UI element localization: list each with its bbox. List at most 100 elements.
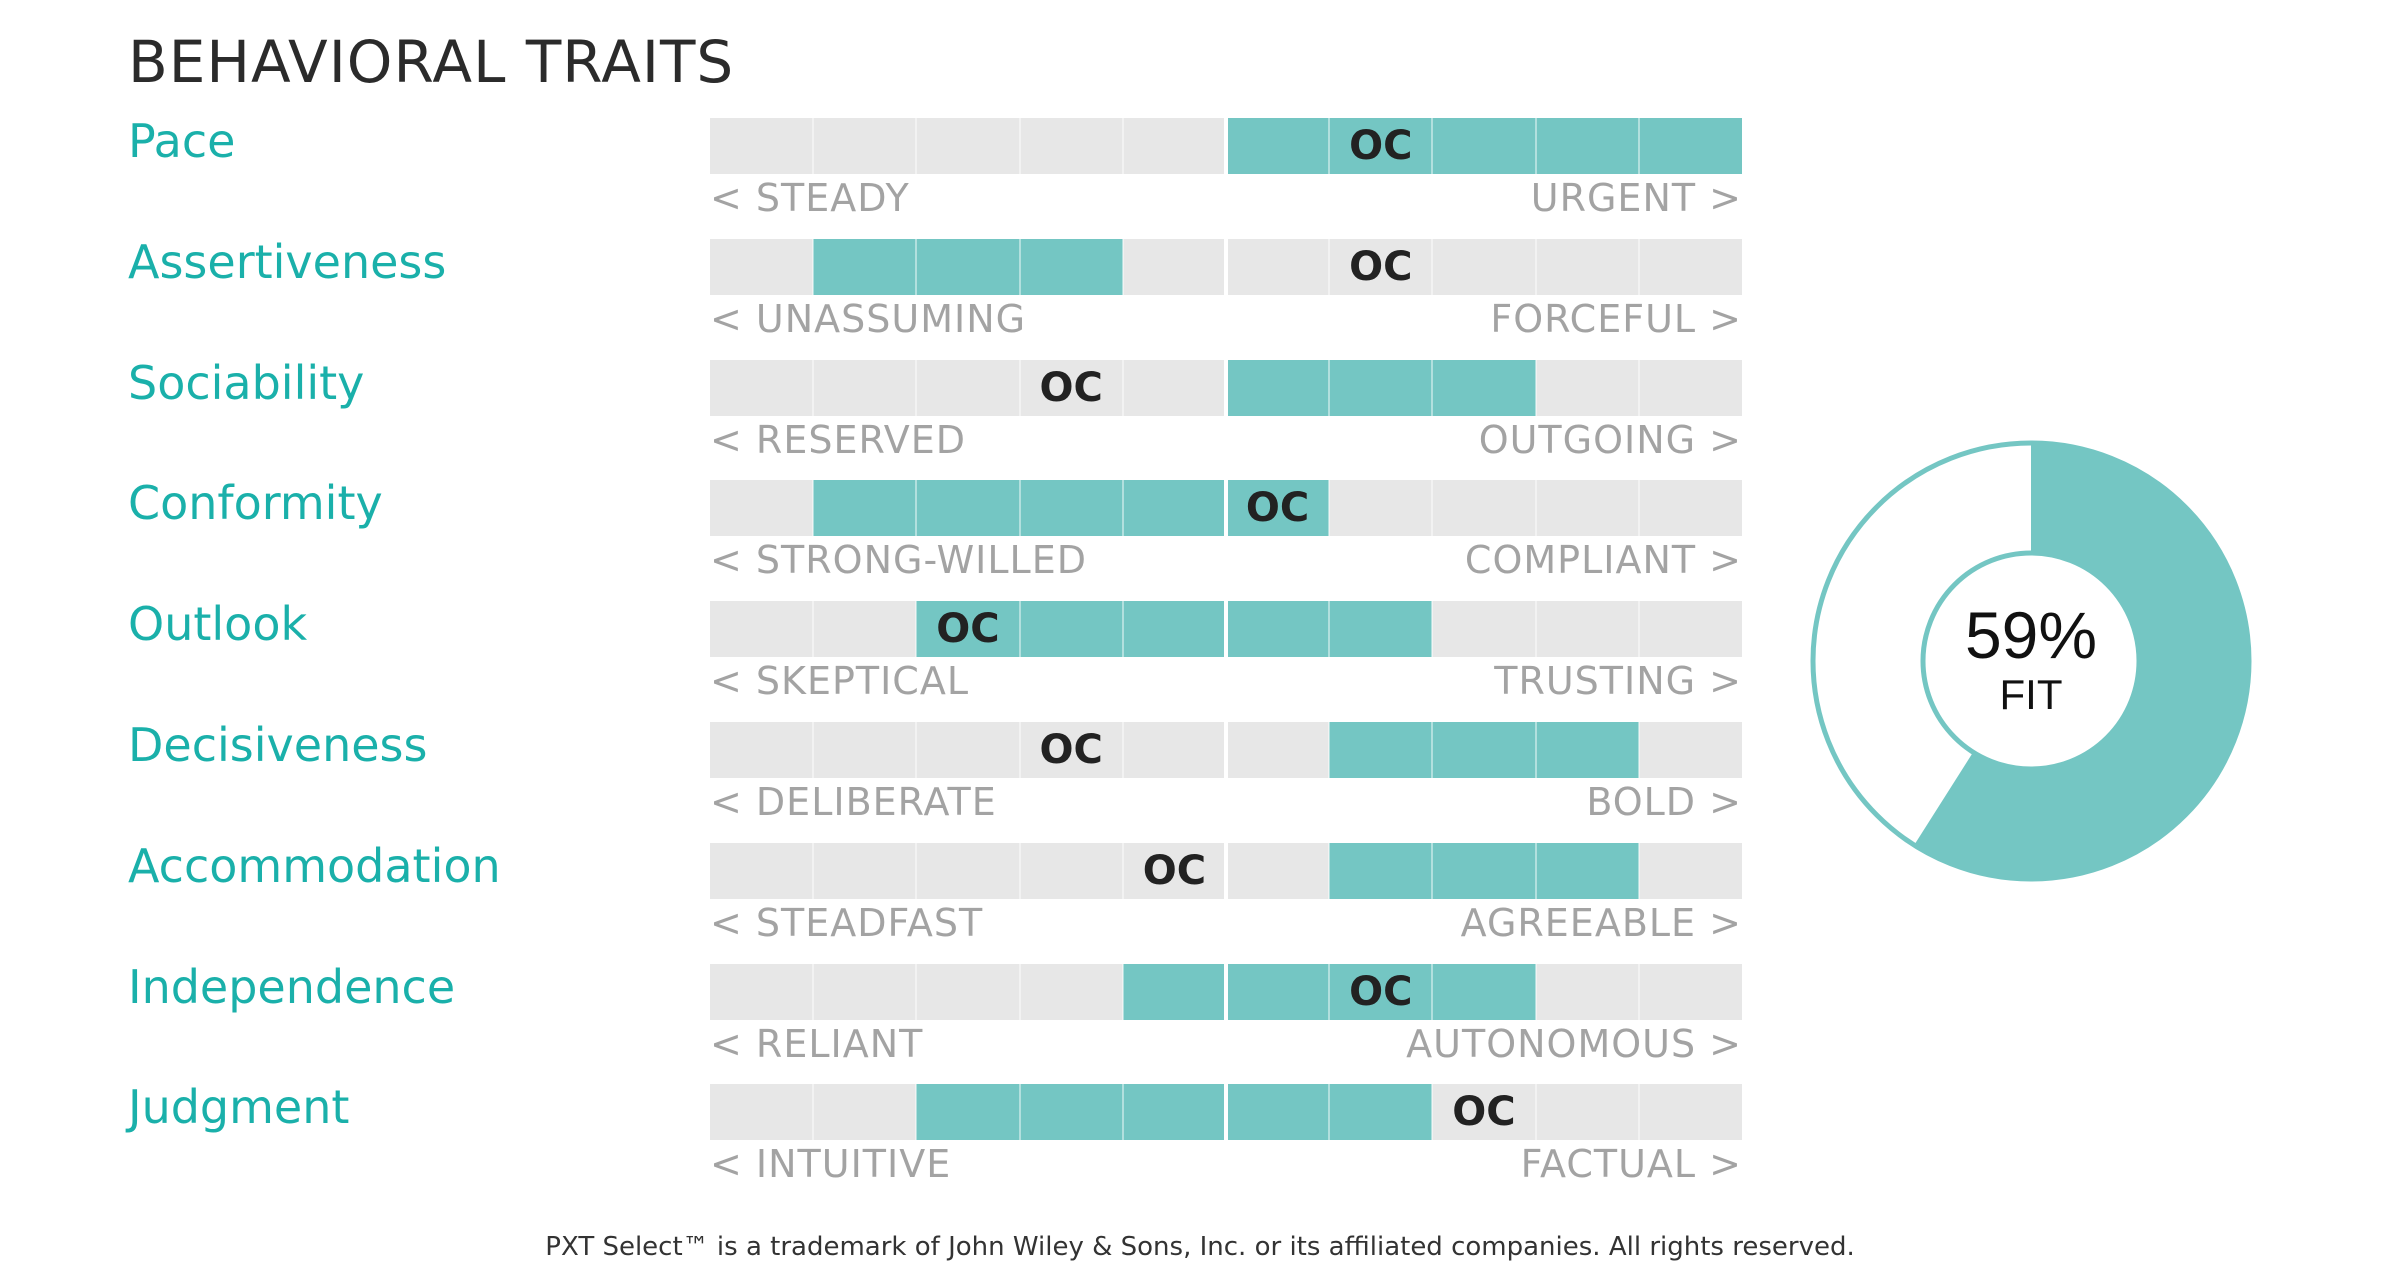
track-segment-divider [1328, 360, 1331, 416]
trait-track-pace: OC [710, 118, 1742, 174]
trademark-footer: PXT Select™ is a trademark of John Wiley… [545, 1232, 1855, 1262]
track-segment-divider [1637, 843, 1640, 899]
trait-label-judgment: Judgment [128, 1080, 350, 1134]
trait-track-outlook: OC [710, 601, 1742, 657]
track-segment-divider [812, 722, 815, 778]
trait-pole-right-conformity: COMPLIANT > [1464, 538, 1742, 582]
track-segment-divider [1328, 964, 1331, 1020]
track-segment-divider [1637, 1084, 1640, 1140]
track-segment-divider [1637, 118, 1640, 174]
track-segment-divider [1328, 480, 1331, 536]
trait-range-conformity [813, 480, 1330, 536]
track-segment-divider [1018, 843, 1021, 899]
track-center-divider [1224, 239, 1228, 295]
track-segment-divider [1121, 964, 1124, 1020]
track-segment-divider [1534, 964, 1537, 1020]
fit-donut-hole [1920, 550, 2142, 772]
trait-pole-right-sociability: OUTGOING > [1478, 418, 1742, 462]
trait-pole-right-decisiveness: BOLD > [1586, 780, 1742, 824]
trait-marker-sociability: OC [1039, 365, 1103, 411]
trait-label-assertiveness: Assertiveness [128, 235, 447, 289]
trait-pole-right-outlook: TRUSTING > [1494, 659, 1742, 703]
track-segment-divider [1637, 722, 1640, 778]
trait-range-sociability [1226, 360, 1536, 416]
track-segment-divider [1534, 722, 1537, 778]
trait-track-judgment: OC [710, 1084, 1742, 1140]
trait-marker-outlook: OC [936, 606, 1000, 652]
track-segment-divider [1534, 843, 1537, 899]
trait-pole-left-assertiveness: < UNASSUMING [710, 297, 1027, 341]
trait-range-judgment [916, 1084, 1433, 1140]
fit-label-group: 59% FIT [1806, 436, 2256, 886]
trait-track-decisiveness: OC [710, 722, 1742, 778]
trait-pole-left-sociability: < RESERVED [710, 418, 967, 462]
track-segment-divider [1328, 601, 1331, 657]
track-segment-divider [1431, 601, 1434, 657]
trait-pole-right-judgment: FACTUAL > [1520, 1142, 1742, 1186]
trait-pole-left-conformity: < STRONG-WILLED [710, 538, 1088, 582]
trait-marker-judgment: OC [1452, 1089, 1516, 1135]
track-segment-divider [1121, 239, 1124, 295]
trait-label-sociability: Sociability [128, 356, 365, 410]
trait-label-independence: Independence [128, 960, 456, 1014]
track-segment-divider [1431, 239, 1434, 295]
trait-pole-left-pace: < STEADY [710, 176, 910, 220]
trait-pole-left-judgment: < INTUITIVE [710, 1142, 952, 1186]
trait-track-conformity: OC [710, 480, 1742, 536]
trait-range-outlook [916, 601, 1433, 657]
track-segment-divider [915, 480, 918, 536]
track-segment-divider [1328, 843, 1331, 899]
track-segment-divider [915, 843, 918, 899]
fit-donut: 59% FIT [1806, 436, 2256, 886]
track-segment-divider [1121, 843, 1124, 899]
track-center-divider [1224, 722, 1228, 778]
track-segment-divider [1121, 118, 1124, 174]
track-segment-divider [1431, 360, 1434, 416]
track-segment-divider [1018, 601, 1021, 657]
track-segment-divider [1431, 722, 1434, 778]
track-segment-divider [812, 360, 815, 416]
track-center-divider [1224, 360, 1228, 416]
trait-label-pace: Pace [128, 114, 236, 168]
trait-track-accommodation: OC [710, 843, 1742, 899]
track-segment-divider [915, 964, 918, 1020]
trait-marker-pace: OC [1349, 123, 1413, 169]
track-center-divider [1224, 118, 1228, 174]
track-segment-divider [1534, 239, 1537, 295]
track-segment-divider [1431, 1084, 1434, 1140]
trait-marker-decisiveness: OC [1039, 727, 1103, 773]
track-segment-divider [812, 118, 815, 174]
track-center-divider [1224, 964, 1228, 1020]
trait-marker-independence: OC [1349, 969, 1413, 1015]
track-segment-divider [1018, 360, 1021, 416]
fit-caption: FIT [1999, 671, 2063, 719]
trait-range-decisiveness [1329, 722, 1639, 778]
fit-percentage: 59% [1964, 598, 2098, 673]
trait-label-conformity: Conformity [128, 476, 383, 530]
trait-pole-left-accommodation: < STEADFAST [710, 901, 984, 945]
trait-range-accommodation [1329, 843, 1639, 899]
track-segment-divider [1637, 601, 1640, 657]
trait-pole-left-independence: < RELIANT [710, 1022, 924, 1066]
track-segment-divider [1121, 722, 1124, 778]
trait-label-outlook: Outlook [128, 597, 308, 651]
track-segment-divider [1018, 480, 1021, 536]
track-segment-divider [915, 118, 918, 174]
track-segment-divider [1018, 239, 1021, 295]
track-center-divider [1224, 480, 1228, 536]
track-segment-divider [1637, 360, 1640, 416]
trait-label-decisiveness: Decisiveness [128, 718, 428, 772]
trait-marker-accommodation: OC [1142, 848, 1207, 894]
fit-donut-svg [1810, 440, 2252, 882]
fit-donut-slice [1913, 441, 2251, 881]
track-center-divider [1224, 1084, 1228, 1140]
track-segment-divider [1328, 118, 1331, 174]
track-segment-divider [812, 964, 815, 1020]
track-segment-divider [1121, 1084, 1124, 1140]
trait-pole-right-accommodation: AGREEABLE > [1460, 901, 1742, 945]
trait-pole-right-independence: AUTONOMOUS > [1406, 1022, 1742, 1066]
page-title: BEHAVIORAL TRAITS [128, 28, 735, 96]
track-segment-divider [1328, 722, 1331, 778]
track-segment-divider [1328, 1084, 1331, 1140]
trait-track-sociability: OC [710, 360, 1742, 416]
